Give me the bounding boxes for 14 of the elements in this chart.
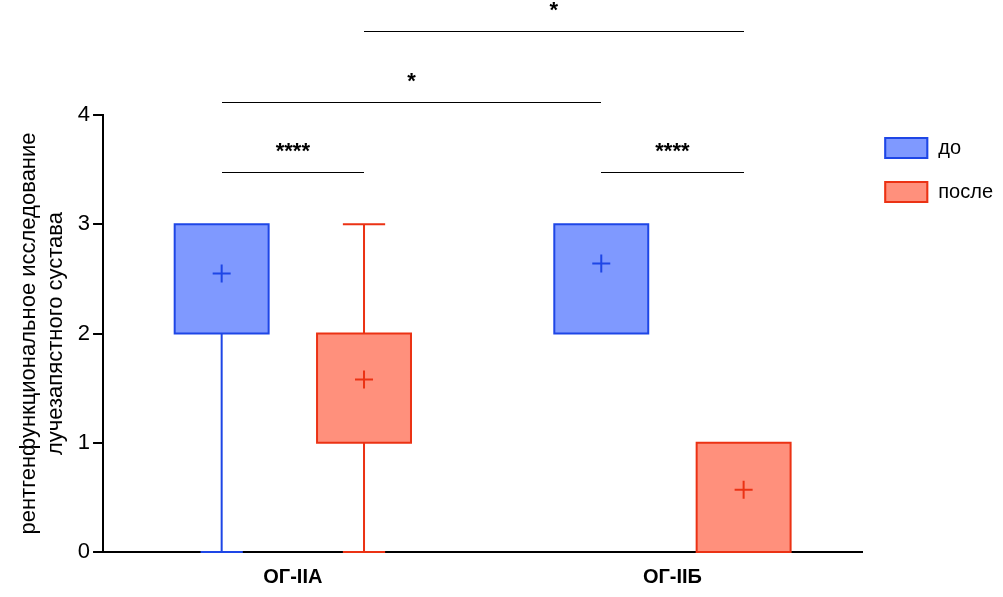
y-tick-label: 0 <box>77 538 91 564</box>
y-tick-label: 2 <box>77 319 91 345</box>
x-tick-label: ОГ-IIБ <box>642 564 702 587</box>
y-tick-label: 1 <box>77 428 91 454</box>
legend-label: после <box>938 179 993 202</box>
annotation: **** <box>655 137 690 164</box>
text: * <box>549 0 559 23</box>
y-tick-label: 4 <box>77 101 91 127</box>
y-axis-title: рентгенфункциональное исследование лучезапястного сустава <box>15 132 67 535</box>
x-tick-label: ОГ-IIA <box>263 564 323 587</box>
y-tick-label: 3 <box>77 210 91 236</box>
annotation: **** <box>275 137 310 164</box>
text: * <box>407 67 416 94</box>
legend-label: до <box>938 135 962 158</box>
